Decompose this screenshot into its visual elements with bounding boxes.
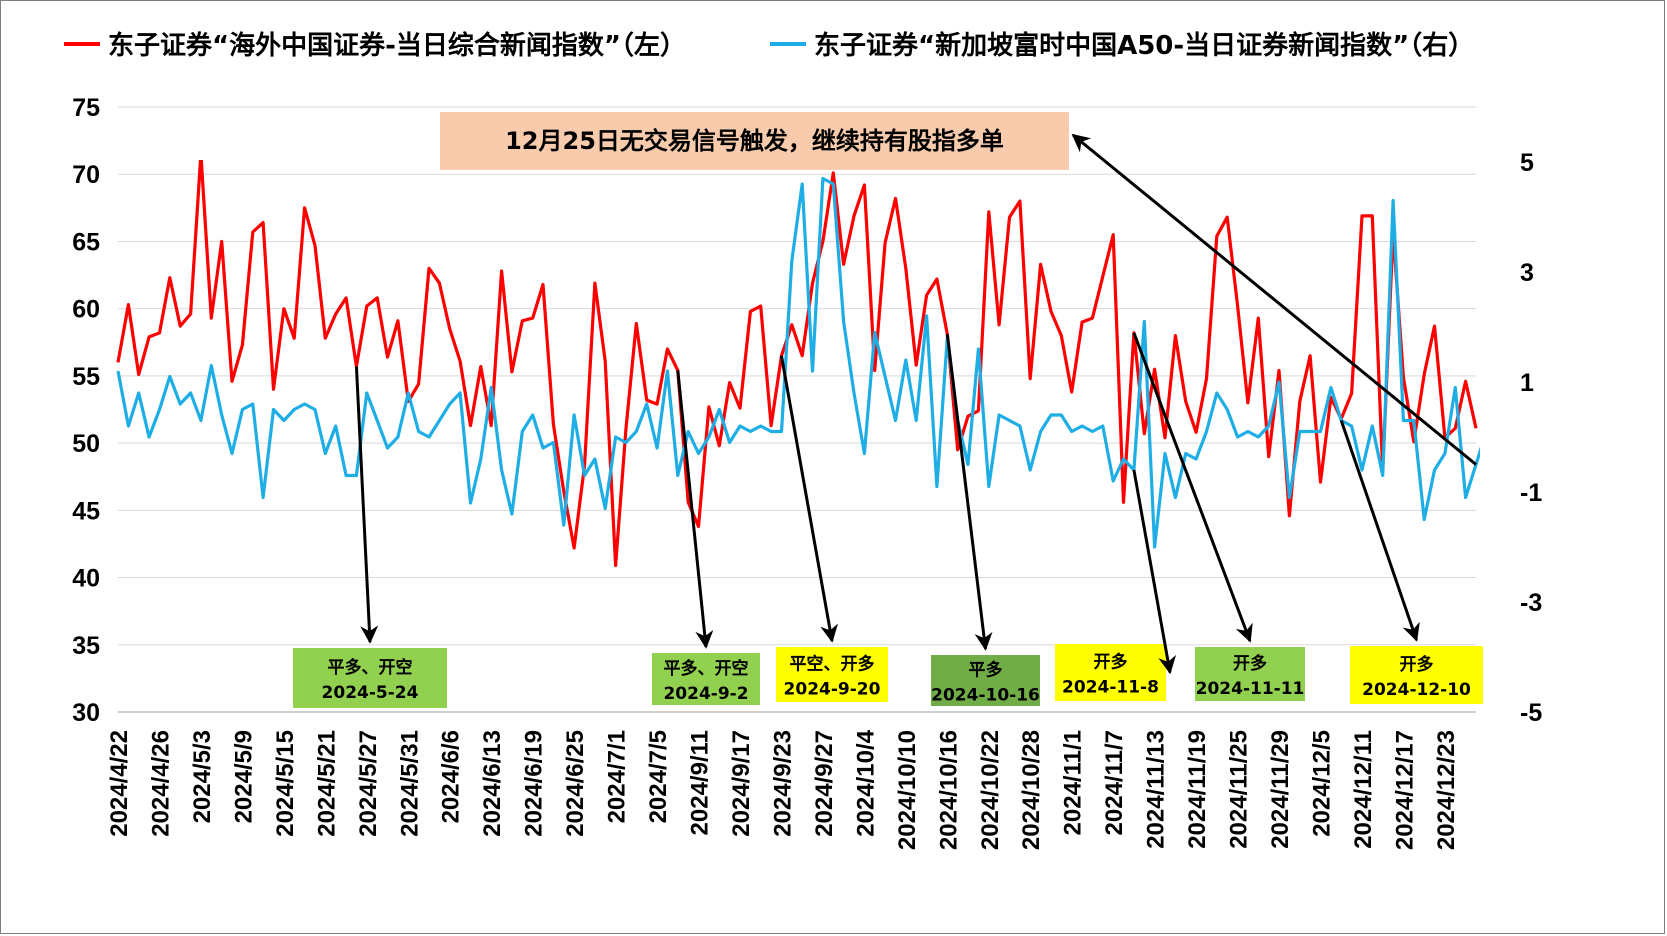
signal-arrow <box>676 370 714 649</box>
signal-action-label: 平空、开多 <box>790 654 875 675</box>
signal-action-label: 平多、开空 <box>664 658 749 679</box>
signal-box <box>652 653 760 705</box>
signal-box <box>776 647 888 702</box>
x-tick-label: 2024/10/10 <box>894 730 921 850</box>
x-tick-label: 2024/9/27 <box>811 730 838 837</box>
signal-arrow <box>1132 469 1177 675</box>
signal-box <box>293 648 447 708</box>
right-tick-label: 1 <box>1520 369 1534 397</box>
signal-arrow <box>1132 332 1253 643</box>
x-tick-label: 2024/5/27 <box>355 730 382 837</box>
x-tick-label: 2024/10/28 <box>1018 730 1045 850</box>
signal-layer: 平多、开空 2024-5-24 平多、开空 2024-9-2 平空、开多 2024-9-2… <box>293 644 1483 708</box>
signal-date-label: 2024-9-20 <box>784 680 881 700</box>
x-tick-label: 2024/6/19 <box>521 730 548 837</box>
x-tick-label: 2024/5/21 <box>313 730 340 837</box>
right-tick-label: -3 <box>1520 589 1542 617</box>
legend-label-blue-series: 东子证券“新加坡富时中国A50-当日证券新闻指数”（右） <box>814 30 1474 61</box>
signal-action-label: 平多、开空 <box>328 657 413 678</box>
left-tick-label: 30 <box>72 699 100 727</box>
x-tick-label: 2024/7/5 <box>645 730 672 823</box>
x-tick-label: 2024/11/29 <box>1267 730 1294 849</box>
signal-arrow <box>945 334 993 651</box>
x-axis-ticks: 2024/4/22 2024/4/26 2024/5/3 2024/5/9 2024/5… <box>106 729 1460 850</box>
x-tick-label: 2024/12/17 <box>1391 730 1418 850</box>
x-tick-label: 2024/10/16 <box>935 730 962 850</box>
x-tick-label: 2024/6/13 <box>479 730 506 837</box>
left-tick-label: 55 <box>72 363 100 391</box>
x-tick-label: 2024/5/15 <box>272 730 299 837</box>
signal-action-label: 平多 <box>969 660 1003 681</box>
x-tick-label: 2024/5/31 <box>396 730 423 837</box>
x-tick-label: 2024/5/3 <box>189 730 216 823</box>
signal-date-label: 2024-11-8 <box>1062 678 1159 698</box>
left-tick-label: 65 <box>72 228 100 256</box>
x-tick-label: 2024/12/23 <box>1433 730 1460 850</box>
left-tick-label: 50 <box>72 430 100 458</box>
x-tick-label: 2024/6/6 <box>438 730 465 823</box>
x-tick-label: 2024/11/19 <box>1184 730 1211 849</box>
x-tick-label: 2024/11/1 <box>1060 730 1087 835</box>
series-layer <box>116 160 1480 568</box>
x-tick-label: 2024/6/25 <box>562 730 589 837</box>
x-tick-label: 2024/9/17 <box>728 730 755 837</box>
gridlines <box>118 106 1476 646</box>
x-tick-label: 2024/12/11 <box>1350 730 1377 849</box>
left-tick-label: 40 <box>72 565 100 593</box>
signal-box <box>1055 644 1166 701</box>
signal-date-label: 2024-10-16 <box>931 686 1040 706</box>
right-axis-ticks: 5 3 1 -1 -3 -5 <box>1520 149 1542 727</box>
signal-arrow <box>354 366 379 644</box>
signal-date-label: 2024-9-2 <box>663 684 748 704</box>
signal-action-label: 开多 <box>1400 654 1434 675</box>
signal-arrow <box>1339 420 1420 642</box>
right-tick-label: -5 <box>1520 699 1542 727</box>
x-tick-label: 2024/5/9 <box>230 730 257 823</box>
signal-box <box>1195 647 1305 701</box>
signal-action-label: 开多 <box>1233 653 1267 674</box>
legend: 东子证券“海外中国证券-当日综合新闻指数”（左） 东子证券“新加坡富时中国A50… <box>64 30 1474 61</box>
legend-label-red-series: 东子证券“海外中国证券-当日综合新闻指数”（左） <box>108 30 686 61</box>
left-tick-label: 35 <box>72 632 100 660</box>
x-tick-label: 2024/7/1 <box>604 730 631 823</box>
signal-arrow <box>779 355 839 643</box>
left-axis-ticks: 30 35 40 45 50 55 60 65 70 75 <box>72 94 100 727</box>
x-tick-label: 2024/11/7 <box>1101 730 1128 835</box>
x-tick-label: 2024/4/22 <box>106 730 133 837</box>
x-tick-label: 2024/9/23 <box>769 730 796 837</box>
x-tick-label: 2024/9/11 <box>687 730 714 835</box>
x-tick-label: 2024/12/5 <box>1309 730 1336 837</box>
signal-box <box>1350 646 1483 704</box>
x-tick-label: 2024/11/13 <box>1143 730 1170 849</box>
x-tick-label: 2024/10/4 <box>852 729 879 836</box>
signal-date-label: 2024-5-24 <box>322 683 419 703</box>
note-box <box>440 112 1069 170</box>
x-tick-label: 2024/11/25 <box>1226 730 1253 849</box>
left-tick-label: 70 <box>72 161 100 189</box>
note-arrow <box>1071 133 1477 466</box>
left-tick-label: 75 <box>72 94 100 122</box>
signal-action-label: 开多 <box>1094 652 1128 673</box>
series-line-blue <box>116 176 1480 549</box>
right-tick-label: -1 <box>1520 479 1542 507</box>
x-tick-label: 2024/4/26 <box>147 730 174 837</box>
right-tick-label: 5 <box>1520 149 1534 177</box>
left-tick-label: 45 <box>72 497 100 525</box>
signal-box <box>931 655 1040 706</box>
left-tick-label: 60 <box>72 296 100 324</box>
signal-date-label: 2024-12-10 <box>1362 680 1471 700</box>
series-line-red <box>116 160 1478 568</box>
note-text: 12月25日无交易信号触发，继续持有股指多单 <box>505 127 1004 155</box>
arrow-layer <box>354 133 1477 675</box>
x-tick-label: 2024/10/22 <box>977 730 1004 850</box>
signal-date-label: 2024-11-11 <box>1196 679 1305 699</box>
note-layer: 12月25日无交易信号触发，继续持有股指多单 <box>440 112 1069 170</box>
right-tick-label: 3 <box>1520 259 1534 287</box>
